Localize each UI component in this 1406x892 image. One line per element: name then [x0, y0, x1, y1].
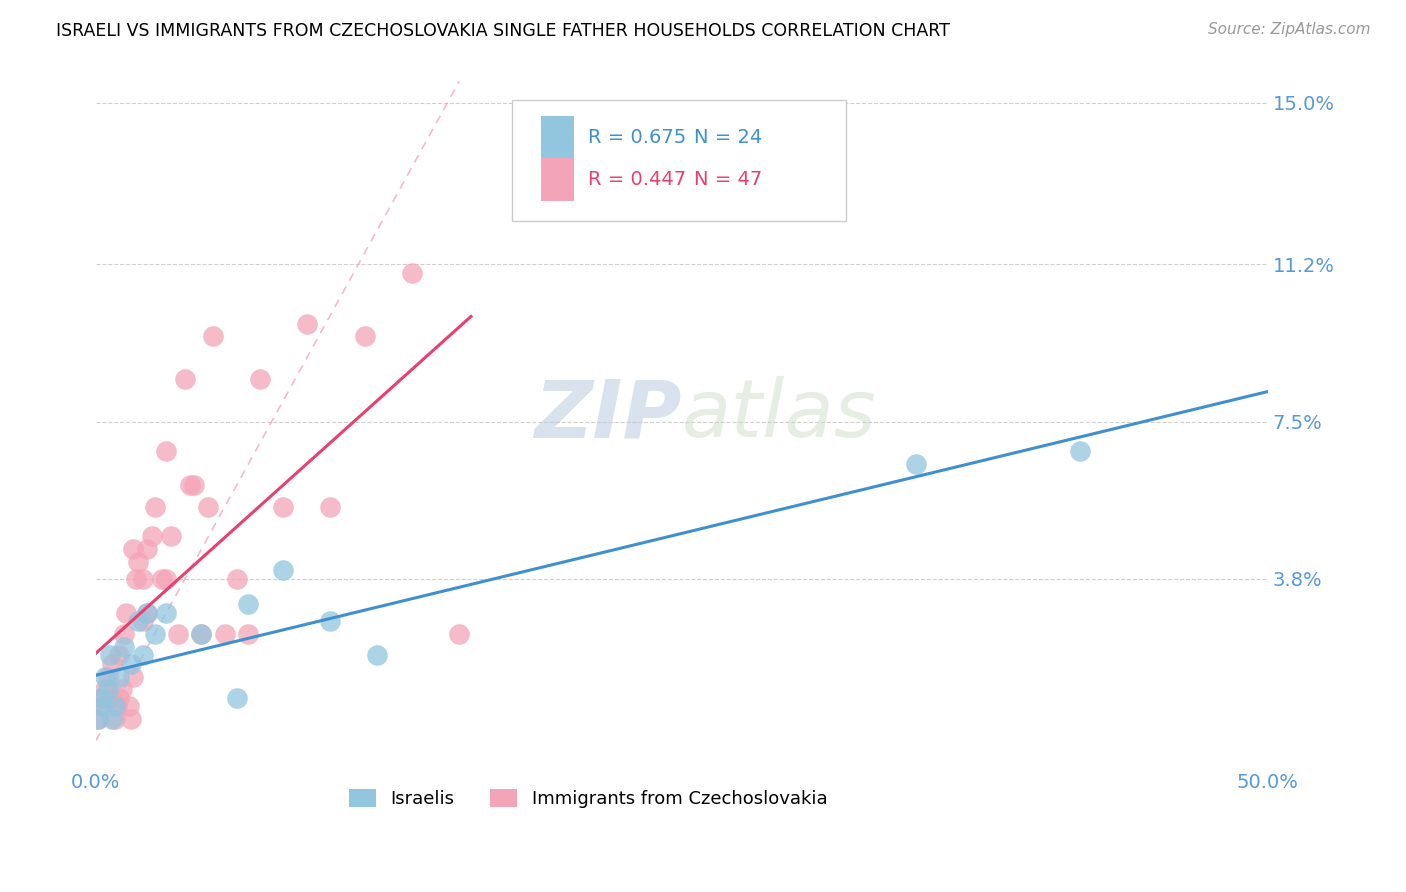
Point [183, 478, 205, 492]
Point [273, 563, 295, 577]
Point [449, 627, 471, 641]
Text: R = 0.447: R = 0.447 [588, 170, 686, 189]
Point [120, 712, 142, 726]
Point [155, 606, 177, 620]
Point [90, 690, 112, 705]
Point [101, 712, 124, 726]
Point [160, 529, 183, 543]
Point [366, 648, 388, 663]
Point [273, 500, 295, 514]
Point [167, 627, 190, 641]
Point [87, 712, 110, 726]
Point [190, 627, 212, 641]
Point [112, 627, 135, 641]
Point [238, 598, 260, 612]
Point [319, 615, 342, 629]
Point [155, 444, 177, 458]
Point [174, 372, 197, 386]
Text: Source: ZipAtlas.com: Source: ZipAtlas.com [1208, 22, 1371, 37]
Point [132, 572, 155, 586]
Point [118, 699, 141, 714]
Point [136, 606, 159, 620]
Point [190, 627, 212, 641]
Point [94, 682, 117, 697]
Point [214, 627, 236, 641]
Point [112, 640, 135, 654]
Point [98, 690, 121, 705]
Point [136, 542, 159, 557]
Point [108, 648, 131, 663]
Point [143, 627, 166, 641]
Point [122, 670, 145, 684]
Point [87, 712, 110, 726]
FancyBboxPatch shape [541, 116, 574, 160]
Point [120, 657, 142, 671]
Point [104, 699, 127, 714]
Point [97, 670, 120, 684]
FancyBboxPatch shape [512, 100, 846, 221]
Point [108, 690, 131, 705]
Text: N = 24: N = 24 [693, 128, 762, 147]
Point [94, 670, 117, 684]
Text: N = 47: N = 47 [693, 170, 762, 189]
Point [132, 615, 155, 629]
Point [202, 329, 225, 343]
Point [225, 690, 247, 705]
Point [155, 572, 177, 586]
Point [127, 555, 149, 569]
Point [97, 682, 120, 697]
Legend: Israelis, Immigrants from Czechoslovakia: Israelis, Immigrants from Czechoslovakia [342, 781, 835, 815]
Point [354, 329, 377, 343]
FancyBboxPatch shape [541, 158, 574, 201]
Text: atlas: atlas [682, 376, 877, 454]
Point [127, 615, 149, 629]
Text: ISRAELI VS IMMIGRANTS FROM CZECHOSLOVAKIA SINGLE FATHER HOUSEHOLDS CORRELATION C: ISRAELI VS IMMIGRANTS FROM CZECHOSLOVAKI… [56, 22, 950, 40]
Point [197, 500, 219, 514]
Point [401, 266, 423, 280]
Point [150, 572, 173, 586]
Point [90, 699, 112, 714]
Point [179, 478, 201, 492]
Point [136, 606, 159, 620]
Point [98, 648, 121, 663]
Point [104, 712, 127, 726]
Point [249, 372, 271, 386]
Point [319, 500, 342, 514]
Point [1069, 444, 1091, 458]
Point [101, 657, 124, 671]
Point [108, 670, 131, 684]
Point [91, 699, 114, 714]
Point [122, 542, 145, 557]
Point [91, 690, 114, 705]
Point [125, 572, 148, 586]
Point [132, 648, 155, 663]
Point [225, 572, 247, 586]
Point [105, 699, 128, 714]
Text: R = 0.675: R = 0.675 [588, 128, 686, 147]
Text: ZIP: ZIP [534, 376, 682, 454]
Point [111, 682, 134, 697]
Point [238, 627, 260, 641]
Point [905, 457, 928, 471]
Point [115, 606, 138, 620]
Point [141, 529, 163, 543]
Point [143, 500, 166, 514]
Point [295, 317, 318, 331]
